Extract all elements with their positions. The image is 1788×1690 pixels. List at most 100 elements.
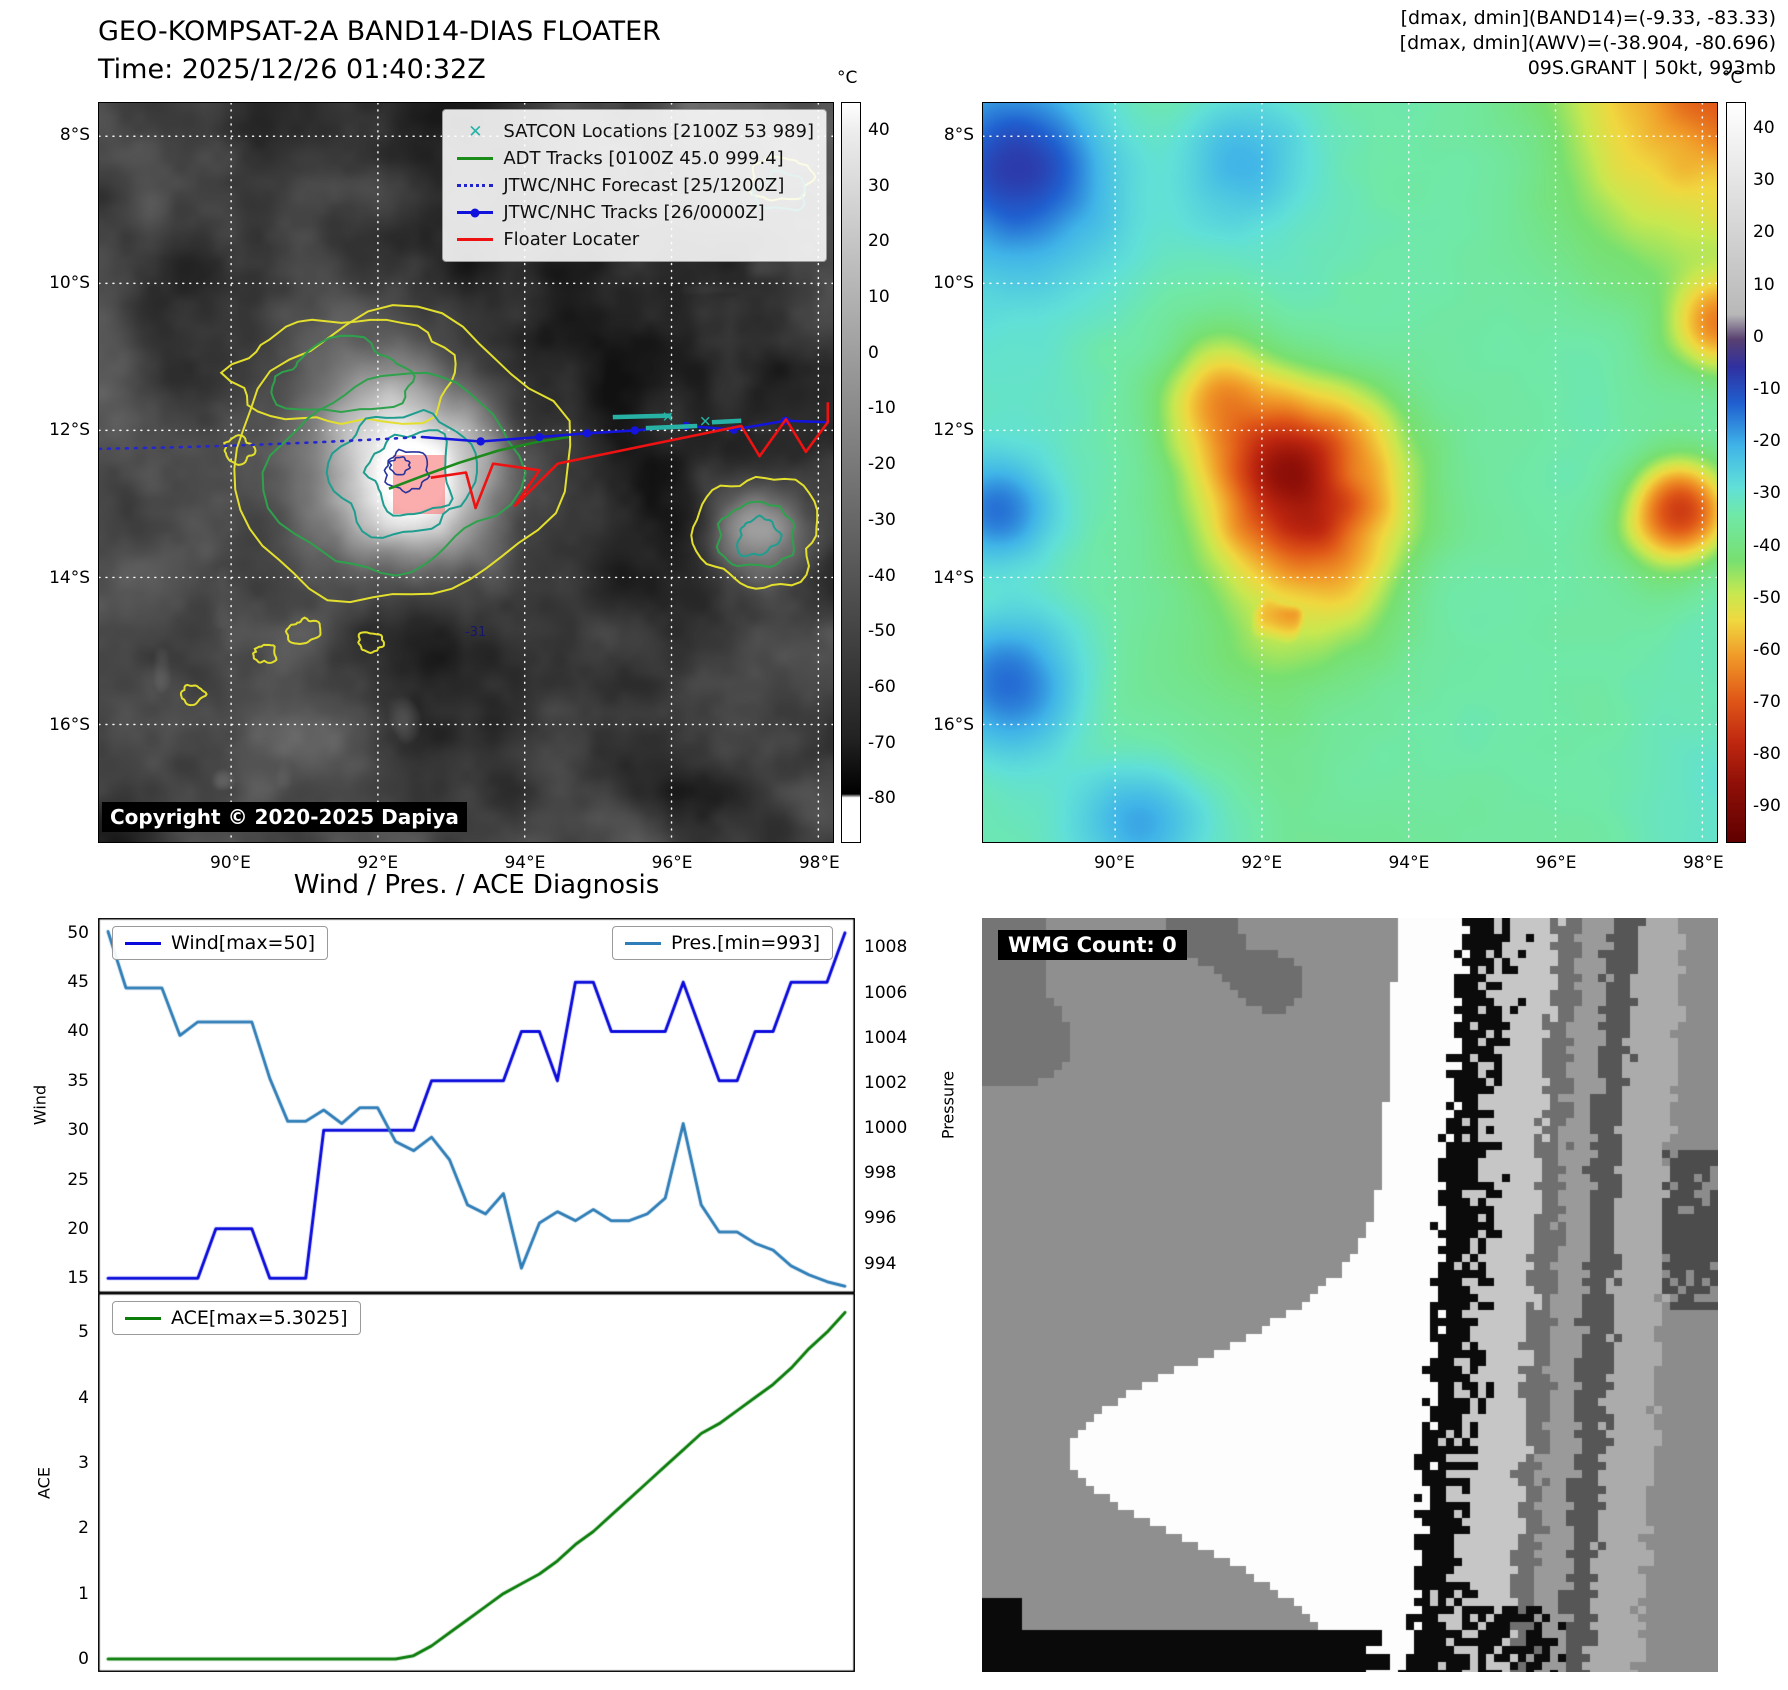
colorbar-tick-label: -60 [868,677,896,697]
legend-label: Floater Locater [503,229,640,250]
map-legend: ✕ SATCON Locations [2100Z 53 989] ADT Trac… [442,109,827,262]
forecast-dotted-line-icon [455,184,495,187]
band14-colorbar-unit: °C [837,68,858,88]
contour-value-label: -31 [465,625,487,640]
ace-axis-label: ACE [34,1467,54,1499]
pressure-legend: Pres.[min=993] [612,926,833,960]
band14-satellite-map: ✕ ✕ -31 ✕ SATCON Locations [2100Z 53 989] A… [98,102,834,843]
copyright-label: Copyright © 2020-2025 Dapiya [102,802,467,832]
svg-text:✕: ✕ [699,412,712,430]
awv-colorbar [1726,102,1746,843]
ace-legend: ACE[max=5.3025] [112,1301,361,1335]
wind-pressure-chart [98,918,855,1293]
legend-item: ✕ SATCON Locations [2100Z 53 989] [455,118,814,145]
lon-tick-label: 92°E [357,853,399,873]
wind-tick-label: 35 [67,1070,89,1091]
awv-colorbar-unit: °C [1722,68,1743,88]
lat-tick-label: 8°S [59,125,90,146]
wmg-count-label: WMG Count: 0 [998,930,1187,960]
colorbar-tick-label: -80 [1753,744,1781,765]
dmax-awv-line: [dmax, dmin](AWV)=(-38.904, -80.696) [1399,32,1776,54]
pressure-tick-label: 998 [864,1163,897,1184]
band14-subtitle: Time: 2025/12/26 01:40:32Z [98,54,486,85]
awv-satellite-map [982,102,1718,843]
pressure-line-icon [625,941,661,945]
lon-tick-label: 98°E [1682,853,1724,873]
ace-tick-label: 1 [78,1583,89,1604]
lat-tick-label: 16°S [933,715,974,736]
colorbar-tick-label: 0 [1753,326,1764,347]
colorbar-tick-label: -70 [1753,692,1781,713]
satcon-x-icon: ✕ [468,121,483,142]
colorbar-tick-label: -50 [1753,587,1781,608]
storm-id-line: 09S.GRANT | 50kt, 993mb [1527,57,1776,79]
dmax-band14-line: [dmax, dmin](BAND14)=(-9.33, -83.33) [1400,7,1776,29]
ace-tick-label: 3 [78,1452,89,1473]
pressure-tick-label: 1002 [864,1072,908,1093]
colorbar-tick-label: -90 [1753,796,1781,817]
pressure-tick-label: 1000 [864,1118,908,1139]
ace-tick-label: 2 [78,1518,89,1539]
colorbar-tick-label: 40 [1753,118,1775,139]
ace-tick-label: 5 [78,1322,89,1343]
colorbar-tick-label: 10 [868,287,890,307]
lon-tick-label: 94°E [1388,853,1430,873]
colorbar-tick-label: 30 [868,175,890,196]
colorbar-tick-label: -20 [868,454,896,475]
lon-tick-label: 90°E [210,853,251,873]
pressure-axis-label: Pressure [938,1070,958,1140]
lat-tick-label: 14°S [933,567,974,588]
colorbar-tick-label: -30 [868,509,896,530]
track-line-icon [455,238,495,241]
colorbar-tick-label: 40 [868,119,890,140]
pressure-tick-label: 994 [864,1253,897,1274]
awv-satellite-canvas [983,103,1717,842]
pressure-tick-label: 1004 [864,1027,908,1048]
pressure-tick-label: 1006 [864,982,908,1003]
legend-item: Floater Locater [455,226,814,253]
lat-tick-label: 14°S [49,567,90,588]
wind-tick-label: 25 [67,1169,89,1190]
colorbar-tick-label: -40 [1753,535,1781,556]
lat-tick-label: 12°S [49,420,90,441]
diagnosis-title: Wind / Pres. / ACE Diagnosis [293,870,660,900]
legend-label: SATCON Locations [2100Z 53 989] [503,121,814,142]
ace-tick-label: 0 [78,1648,89,1669]
legend-item: ADT Tracks [0100Z 45.0 999.4] [455,145,814,172]
lat-tick-label: 16°S [49,715,90,736]
ace-line-icon [125,1316,161,1320]
colorbar-tick-label: -60 [1753,639,1781,660]
lon-tick-label: 94°E [504,853,546,873]
legend-label: JTWC/NHC Forecast [25/1200Z] [503,175,785,196]
lon-tick-label: 96°E [651,853,693,873]
ace-tick-label: 4 [78,1387,89,1408]
pressure-tick-label: 1008 [864,937,908,958]
lon-tick-label: 98°E [798,853,840,873]
lon-tick-label: 92°E [1241,853,1283,873]
lat-tick-label: 10°S [933,272,974,293]
colorbar-tick-label: 0 [868,342,879,363]
track-line-dot-icon [455,208,495,217]
pressure-tick-label: 996 [864,1208,897,1229]
wind-tick-label: 40 [67,1021,89,1042]
pressure-legend-label: Pres.[min=993] [671,932,820,954]
colorbar-tick-label: -50 [868,621,896,642]
ace-chart [98,1293,855,1672]
awv-overlay [983,103,1717,842]
colorbar-tick-label: -10 [868,398,896,419]
lat-tick-label: 12°S [933,420,974,441]
colorbar-tick-label: 20 [868,231,890,252]
colorbar-tick-label: 30 [1753,170,1775,191]
legend-label: JTWC/NHC Tracks [26/0000Z] [503,202,765,223]
legend-label: ADT Tracks [0100Z 45.0 999.4] [503,148,784,169]
wind-legend: Wind[max=50] [112,926,329,960]
band14-colorbar [841,102,861,843]
colorbar-tick-label: -80 [868,788,896,809]
colorbar-tick-label: -20 [1753,431,1781,452]
wind-line-icon [125,941,161,945]
colorbar-tick-label: -70 [868,732,896,753]
lon-tick-label: 96°E [1535,853,1577,873]
legend-item: JTWC/NHC Forecast [25/1200Z] [455,172,814,199]
wind-tick-label: 30 [67,1120,89,1141]
